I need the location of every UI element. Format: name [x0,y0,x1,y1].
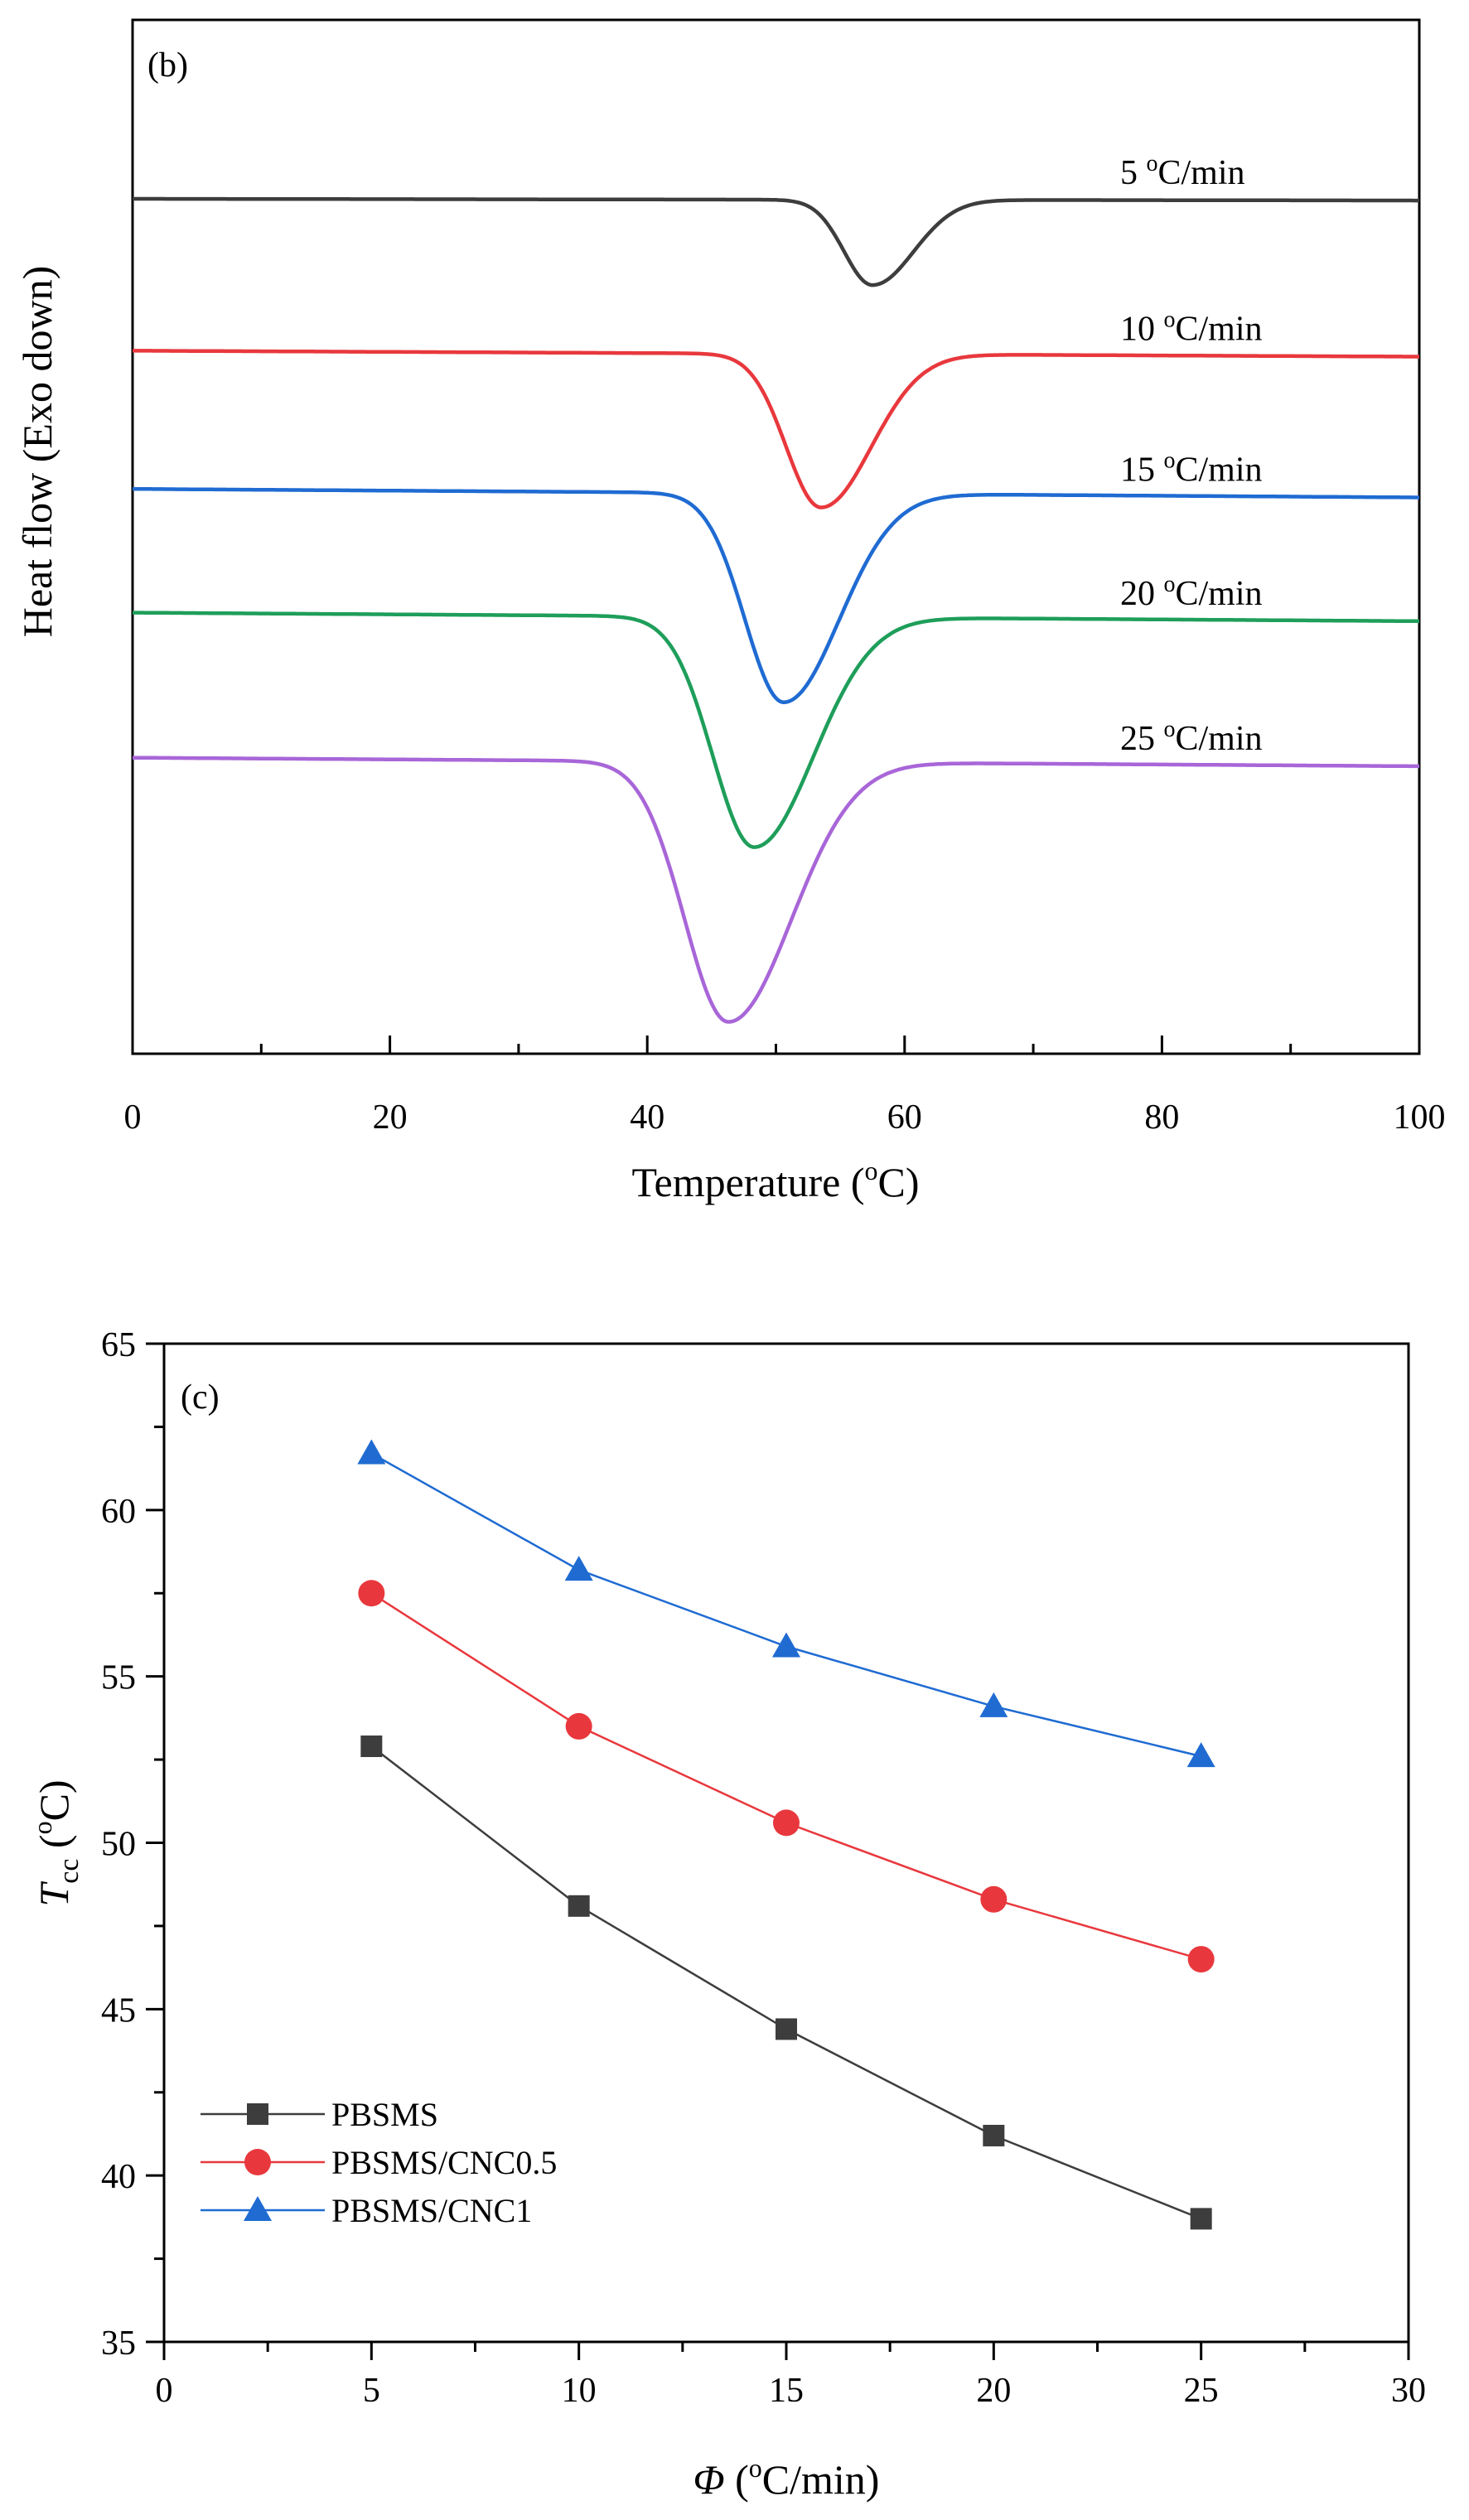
dsc-curve [132,611,1420,849]
tcc-y-tick-label: 40 [101,2158,136,2196]
tcc-y-tick-label: 65 [101,1326,136,1364]
tcc-data-point [360,1736,383,1758]
tcc-data-point [1187,1946,1215,1973]
tcc-y-ticks: 35 40 45 50 55 60 65 [101,1326,164,2363]
dsc-panel: (b) 5 oC/min 10 oC/min 15 oC/min 20 oC/min 2… [14,18,1446,1205]
tcc-data-point [564,1556,593,1581]
dsc-curve [132,756,1420,1024]
tcc-data-point [357,1439,386,1465]
dsc-y-axis-title: Heat flow (Exo down) [14,266,60,638]
tcc-data-point [565,1712,592,1740]
tcc-panel-label: (c) [181,1378,220,1417]
tcc-data-point [979,1692,1008,1717]
tcc-data-point [1186,1742,1215,1768]
legend-label: PBSMS/CNC1 [331,2192,532,2229]
dsc-x-tick-label: 100 [1394,1098,1446,1137]
tcc-data-point [980,1885,1008,1913]
tcc-x-tick-label: 0 [156,2372,173,2410]
tcc-x-tick-label: 20 [976,2372,1011,2410]
tcc-legend: PBSMS PBSMS/CNC0.5 PBSMS/CNC1 [201,2096,557,2229]
dsc-curve [132,349,1420,509]
tcc-x-axis-title: Φ (oC/min) [693,2453,880,2503]
dsc-curve-label: 5 oC/min [1120,151,1245,192]
dsc-curve-labels: 5 oC/min 10 oC/min 15 oC/min 20 oC/min 25 oC… [1120,151,1263,758]
tcc-x-tick-label: 25 [1184,2372,1219,2410]
legend-marker [244,2196,272,2221]
tcc-data-point [1190,2208,1212,2230]
dsc-x-axis-title: Temperature (oC) [631,1156,919,1205]
dsc-curve-label: 10 oC/min [1120,307,1263,349]
tcc-x-ticks: 0 5 10 15 20 25 30 [156,2342,1426,2410]
tcc-data-point [776,2018,797,2040]
dsc-curve-label: 15 oC/min [1120,448,1263,490]
dsc-x-tick-label: 80 [1144,1098,1179,1137]
dsc-x-ticks: 0 20 40 60 80 100 [124,1036,1446,1137]
dsc-x-tick-label: 40 [630,1098,664,1137]
tcc-data-point [773,1809,800,1837]
tcc-x-tick-label: 30 [1391,2372,1426,2410]
legend-marker [244,2149,271,2175]
tcc-y-tick-label: 50 [101,1826,136,1864]
tcc-data-point [772,1632,800,1658]
dsc-curve-label: 25 oC/min [1120,717,1263,758]
legend-marker [247,2103,268,2125]
tcc-data-point [983,2124,1005,2146]
tcc-series [357,1439,1215,2230]
dsc-curves [132,196,1420,1024]
dsc-curve [133,486,1419,705]
dsc-x-tick-label: 0 [124,1098,142,1137]
tcc-y-axis-title: Tcc (oC) [27,1779,85,1906]
legend-label: PBSMS [331,2096,438,2133]
tcc-data-point [358,1580,385,1607]
tcc-y-tick-label: 55 [101,1659,136,1697]
tcc-y-tick-label: 35 [101,2324,136,2363]
dsc-x-tick-label: 20 [373,1098,408,1137]
legend-label: PBSMS/CNC0.5 [331,2144,557,2181]
dsc-panel-label: (b) [147,46,188,84]
tcc-data-point [568,1895,590,1917]
dsc-curve-label: 20 oC/min [1120,572,1263,613]
tcc-x-tick-label: 15 [769,2372,804,2410]
tcc-y-tick-label: 45 [101,1991,136,2030]
dsc-x-tick-label: 60 [887,1098,922,1137]
tcc-x-tick-label: 10 [562,2372,597,2410]
tcc-y-tick-label: 60 [101,1493,136,1531]
tcc-x-tick-label: 5 [363,2372,380,2410]
dsc-curve [133,196,1419,287]
